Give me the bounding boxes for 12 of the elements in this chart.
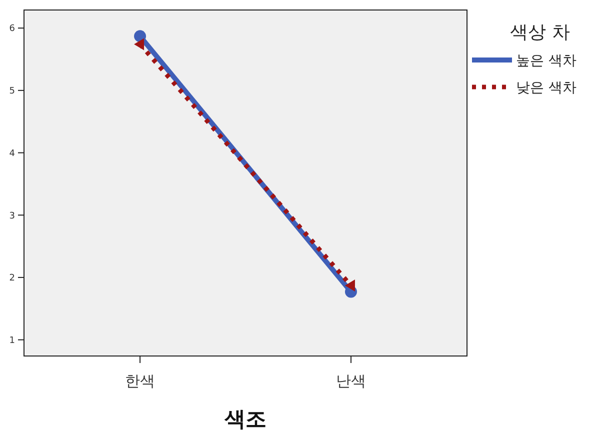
y-tick-label: 5 — [9, 86, 15, 97]
y-tick-label: 3 — [9, 211, 15, 222]
x-axis-title: 색조 — [224, 407, 266, 431]
legend-label: 높은 색차 — [516, 52, 576, 69]
y-tick-label: 1 — [9, 336, 15, 346]
y-tick-label: 4 — [9, 148, 16, 159]
legend-label: 낮은 색차 — [516, 80, 576, 96]
legend-title: 색상 차 — [510, 22, 570, 43]
x-tick-label: 난색 — [336, 372, 366, 390]
x-tick-label: 한색 — [125, 372, 156, 390]
y-tick-label: 2 — [9, 274, 15, 284]
y-tick-label: 6 — [9, 24, 16, 34]
